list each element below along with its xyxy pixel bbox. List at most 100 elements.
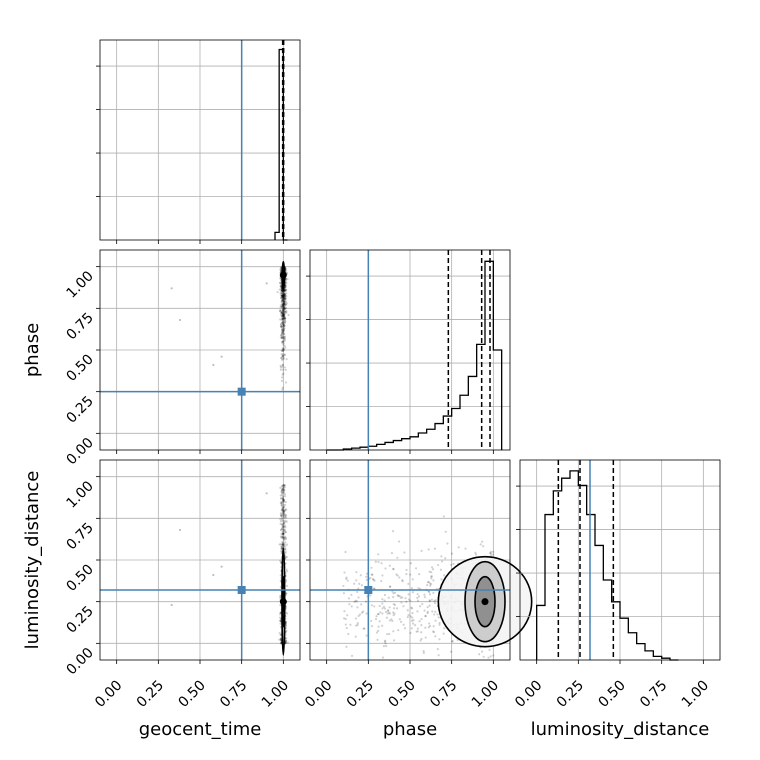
sample-point — [373, 605, 376, 608]
sample-point — [280, 517, 284, 521]
sample-point — [282, 495, 285, 498]
sample-point — [409, 615, 412, 618]
sample-point — [282, 294, 285, 297]
sample-point — [426, 584, 429, 587]
sample-point — [281, 357, 284, 360]
sample-point — [280, 515, 283, 518]
sample-point — [281, 485, 284, 488]
sample-point — [280, 485, 283, 488]
sample-point — [432, 630, 435, 633]
sample-point — [424, 626, 427, 629]
sample-point — [281, 532, 285, 535]
sample-point — [284, 526, 287, 529]
sample-point — [436, 563, 440, 567]
sample-point — [426, 581, 429, 584]
sample-point — [284, 500, 287, 504]
sample-point — [279, 336, 282, 339]
sample-point — [344, 623, 347, 626]
sample-point — [392, 603, 395, 606]
sample-point — [279, 638, 283, 641]
sample-point — [281, 312, 285, 316]
truth-marker — [237, 387, 246, 396]
sample-point — [284, 268, 287, 271]
sample-point — [282, 342, 285, 345]
sample-point — [280, 334, 283, 337]
sample-point — [369, 576, 372, 580]
sample-point — [434, 599, 437, 602]
sample-point — [282, 300, 285, 303]
sample-point — [391, 530, 395, 533]
sample-point — [281, 291, 285, 295]
sample-point — [364, 600, 368, 603]
sample-point — [283, 302, 286, 305]
sample-point — [381, 602, 384, 605]
sample-point — [282, 307, 286, 310]
sample-point — [284, 311, 287, 314]
sample-point — [282, 528, 285, 531]
sample-point — [285, 271, 289, 274]
sample-point — [438, 638, 441, 641]
sample-point — [284, 555, 287, 558]
sample-point — [282, 521, 285, 525]
sample-point — [281, 294, 284, 297]
y-tick-label: 0.25 — [63, 393, 96, 426]
sample-point — [436, 613, 439, 616]
sample-point — [282, 524, 285, 527]
sample-point — [282, 348, 285, 351]
sample-point — [374, 618, 378, 621]
sample-point — [410, 607, 414, 610]
sample-point — [279, 594, 282, 597]
sample-point — [282, 522, 285, 526]
sample-point — [489, 552, 493, 555]
sample-point — [440, 578, 443, 581]
sample-point — [428, 593, 431, 596]
sample-point — [280, 489, 284, 492]
sample-point — [280, 333, 283, 337]
sample-point — [279, 559, 282, 562]
sample-point — [407, 593, 410, 596]
sample-point — [281, 525, 285, 528]
sample-point — [281, 354, 284, 358]
sample-point — [281, 314, 284, 317]
sample-point — [282, 313, 286, 316]
sample-point — [282, 297, 285, 300]
sample-point — [437, 654, 440, 657]
sample-point — [279, 356, 283, 360]
sample-point — [281, 326, 284, 329]
sample-point — [381, 598, 384, 601]
sample-point — [375, 631, 379, 634]
sample-point — [285, 310, 288, 313]
sample-point — [280, 311, 283, 314]
sample-point — [283, 297, 287, 300]
sample-point — [281, 289, 284, 292]
sample-point — [284, 642, 288, 645]
sample-point — [388, 632, 391, 636]
sample-point — [282, 538, 285, 541]
sample-point — [396, 574, 399, 577]
sample-point — [281, 496, 285, 499]
sample-point — [279, 494, 282, 497]
sample-point — [282, 510, 286, 513]
sample-point — [280, 289, 283, 292]
sample-point — [279, 296, 283, 300]
sample-point — [280, 509, 283, 512]
sample-point — [392, 607, 396, 610]
sample-point — [282, 323, 285, 326]
sample-point — [280, 289, 284, 292]
sample-point — [284, 320, 287, 323]
sample-point — [383, 599, 386, 602]
sample-point — [281, 299, 284, 302]
sample-point — [428, 624, 432, 627]
sample-point — [282, 536, 285, 539]
sample-point — [178, 318, 182, 322]
sample-point — [426, 610, 429, 613]
sample-point — [280, 501, 283, 505]
sample-point — [282, 499, 285, 502]
sample-point — [279, 277, 282, 280]
sample-point — [424, 614, 427, 618]
sample-point — [281, 488, 284, 491]
sample-point — [284, 306, 288, 309]
y-tick-label: 0.25 — [63, 603, 96, 636]
sample-point — [420, 624, 423, 627]
sample-point — [392, 592, 395, 595]
